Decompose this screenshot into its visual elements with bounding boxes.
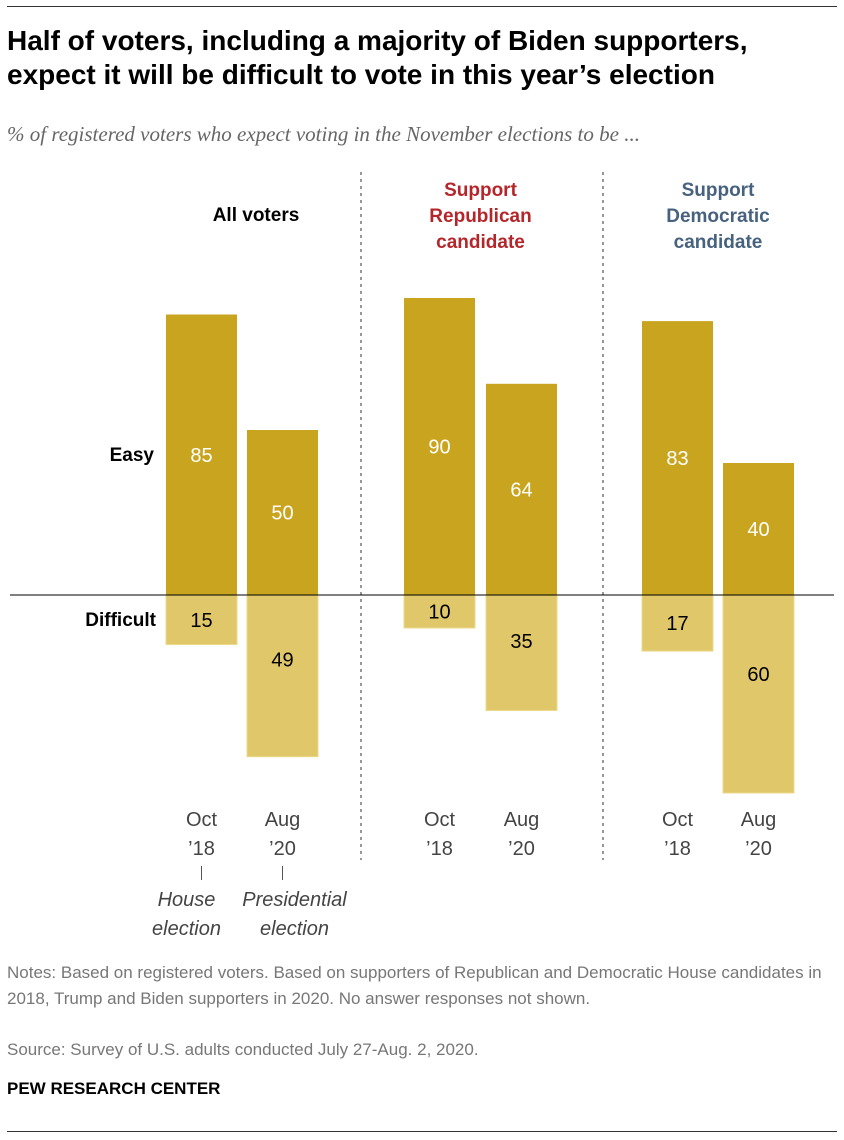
bar-difficult: [722, 594, 795, 794]
data-label-difficult: 10: [428, 602, 450, 624]
data-label-difficult: 17: [666, 613, 688, 635]
group-title: candidate: [436, 232, 525, 253]
period-annotation: election: [152, 918, 221, 940]
bar-easy: [642, 321, 713, 595]
period-annotation: House: [158, 889, 216, 911]
data-label-difficult: 15: [190, 610, 212, 632]
data-label-easy: 83: [666, 448, 688, 470]
bar-difficult: [246, 594, 319, 758]
data-label-difficult: 49: [271, 650, 293, 672]
x-tick-label: ’18: [664, 838, 691, 860]
x-tick-label: Aug: [741, 809, 777, 831]
group-title: candidate: [674, 232, 763, 253]
x-tick-label: ’20: [508, 838, 535, 860]
period-annotation: election: [260, 918, 329, 940]
data-label-easy: 50: [271, 503, 293, 525]
bar-easy: [247, 430, 318, 595]
bar-easy: [166, 314, 237, 595]
x-tick-label: ’20: [745, 838, 772, 860]
bar-difficult: [485, 594, 558, 711]
row-label-easy: Easy: [110, 445, 155, 466]
data-label-difficult: 35: [510, 631, 532, 653]
data-label-easy: 90: [428, 437, 450, 459]
period-annotation: Presidential: [242, 889, 347, 911]
group-title: Republican: [429, 206, 531, 227]
notes: Notes: Based on registered voters. Based…: [7, 963, 822, 1008]
x-tick-label: Oct: [424, 809, 456, 831]
chart-title: Half of voters, including a majority of …: [7, 25, 748, 90]
bar-chart: Easy Difficult All voters 85 15 Oct ’18 House el…: [10, 172, 834, 940]
x-tick-label: ’18: [188, 838, 215, 860]
data-label-easy: 85: [190, 445, 212, 467]
data-label-easy: 64: [510, 479, 532, 501]
x-tick-label: ’20: [269, 838, 296, 860]
data-label-difficult: 60: [747, 664, 769, 686]
x-tick-label: Oct: [662, 809, 694, 831]
bar-easy: [723, 463, 794, 595]
row-label-difficult: Difficult: [85, 610, 156, 631]
bar-difficult: [641, 594, 714, 652]
group-title: Support: [682, 180, 755, 201]
group-title: Support: [444, 180, 517, 201]
brand-logo-text: PEW RESEARCH CENTER: [7, 1079, 221, 1098]
x-tick-label: Oct: [186, 809, 218, 831]
x-tick-label: Aug: [504, 809, 540, 831]
bottom-rule: [7, 1131, 837, 1132]
source: Source: Survey of U.S. adults conducted …: [7, 1040, 479, 1059]
x-tick-label: ’18: [426, 838, 453, 860]
bar-easy: [486, 383, 557, 595]
bar-difficult: [403, 594, 476, 629]
chart-subtitle: % of registered voters who expect voting…: [7, 122, 640, 146]
bar-easy: [404, 298, 475, 595]
group-title: All voters: [213, 205, 300, 226]
data-label-easy: 40: [747, 519, 769, 541]
group-title: Democratic: [666, 206, 770, 227]
x-tick-label: Aug: [265, 809, 301, 831]
top-rule: [7, 6, 837, 7]
